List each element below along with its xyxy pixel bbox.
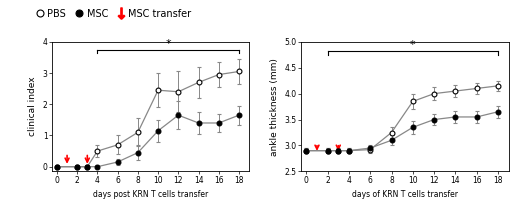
X-axis label: days post KRN T cells transfer: days post KRN T cells transfer	[93, 190, 208, 199]
Text: *: *	[166, 39, 171, 49]
Text: *: *	[410, 40, 416, 50]
Y-axis label: clinical index: clinical index	[29, 77, 37, 136]
X-axis label: days of KRN T cells transfer: days of KRN T cells transfer	[352, 190, 458, 199]
Y-axis label: ankle thickness (mm): ankle thickness (mm)	[270, 58, 279, 155]
Legend: PBS, MSC, MSC transfer: PBS, MSC, MSC transfer	[31, 5, 195, 23]
